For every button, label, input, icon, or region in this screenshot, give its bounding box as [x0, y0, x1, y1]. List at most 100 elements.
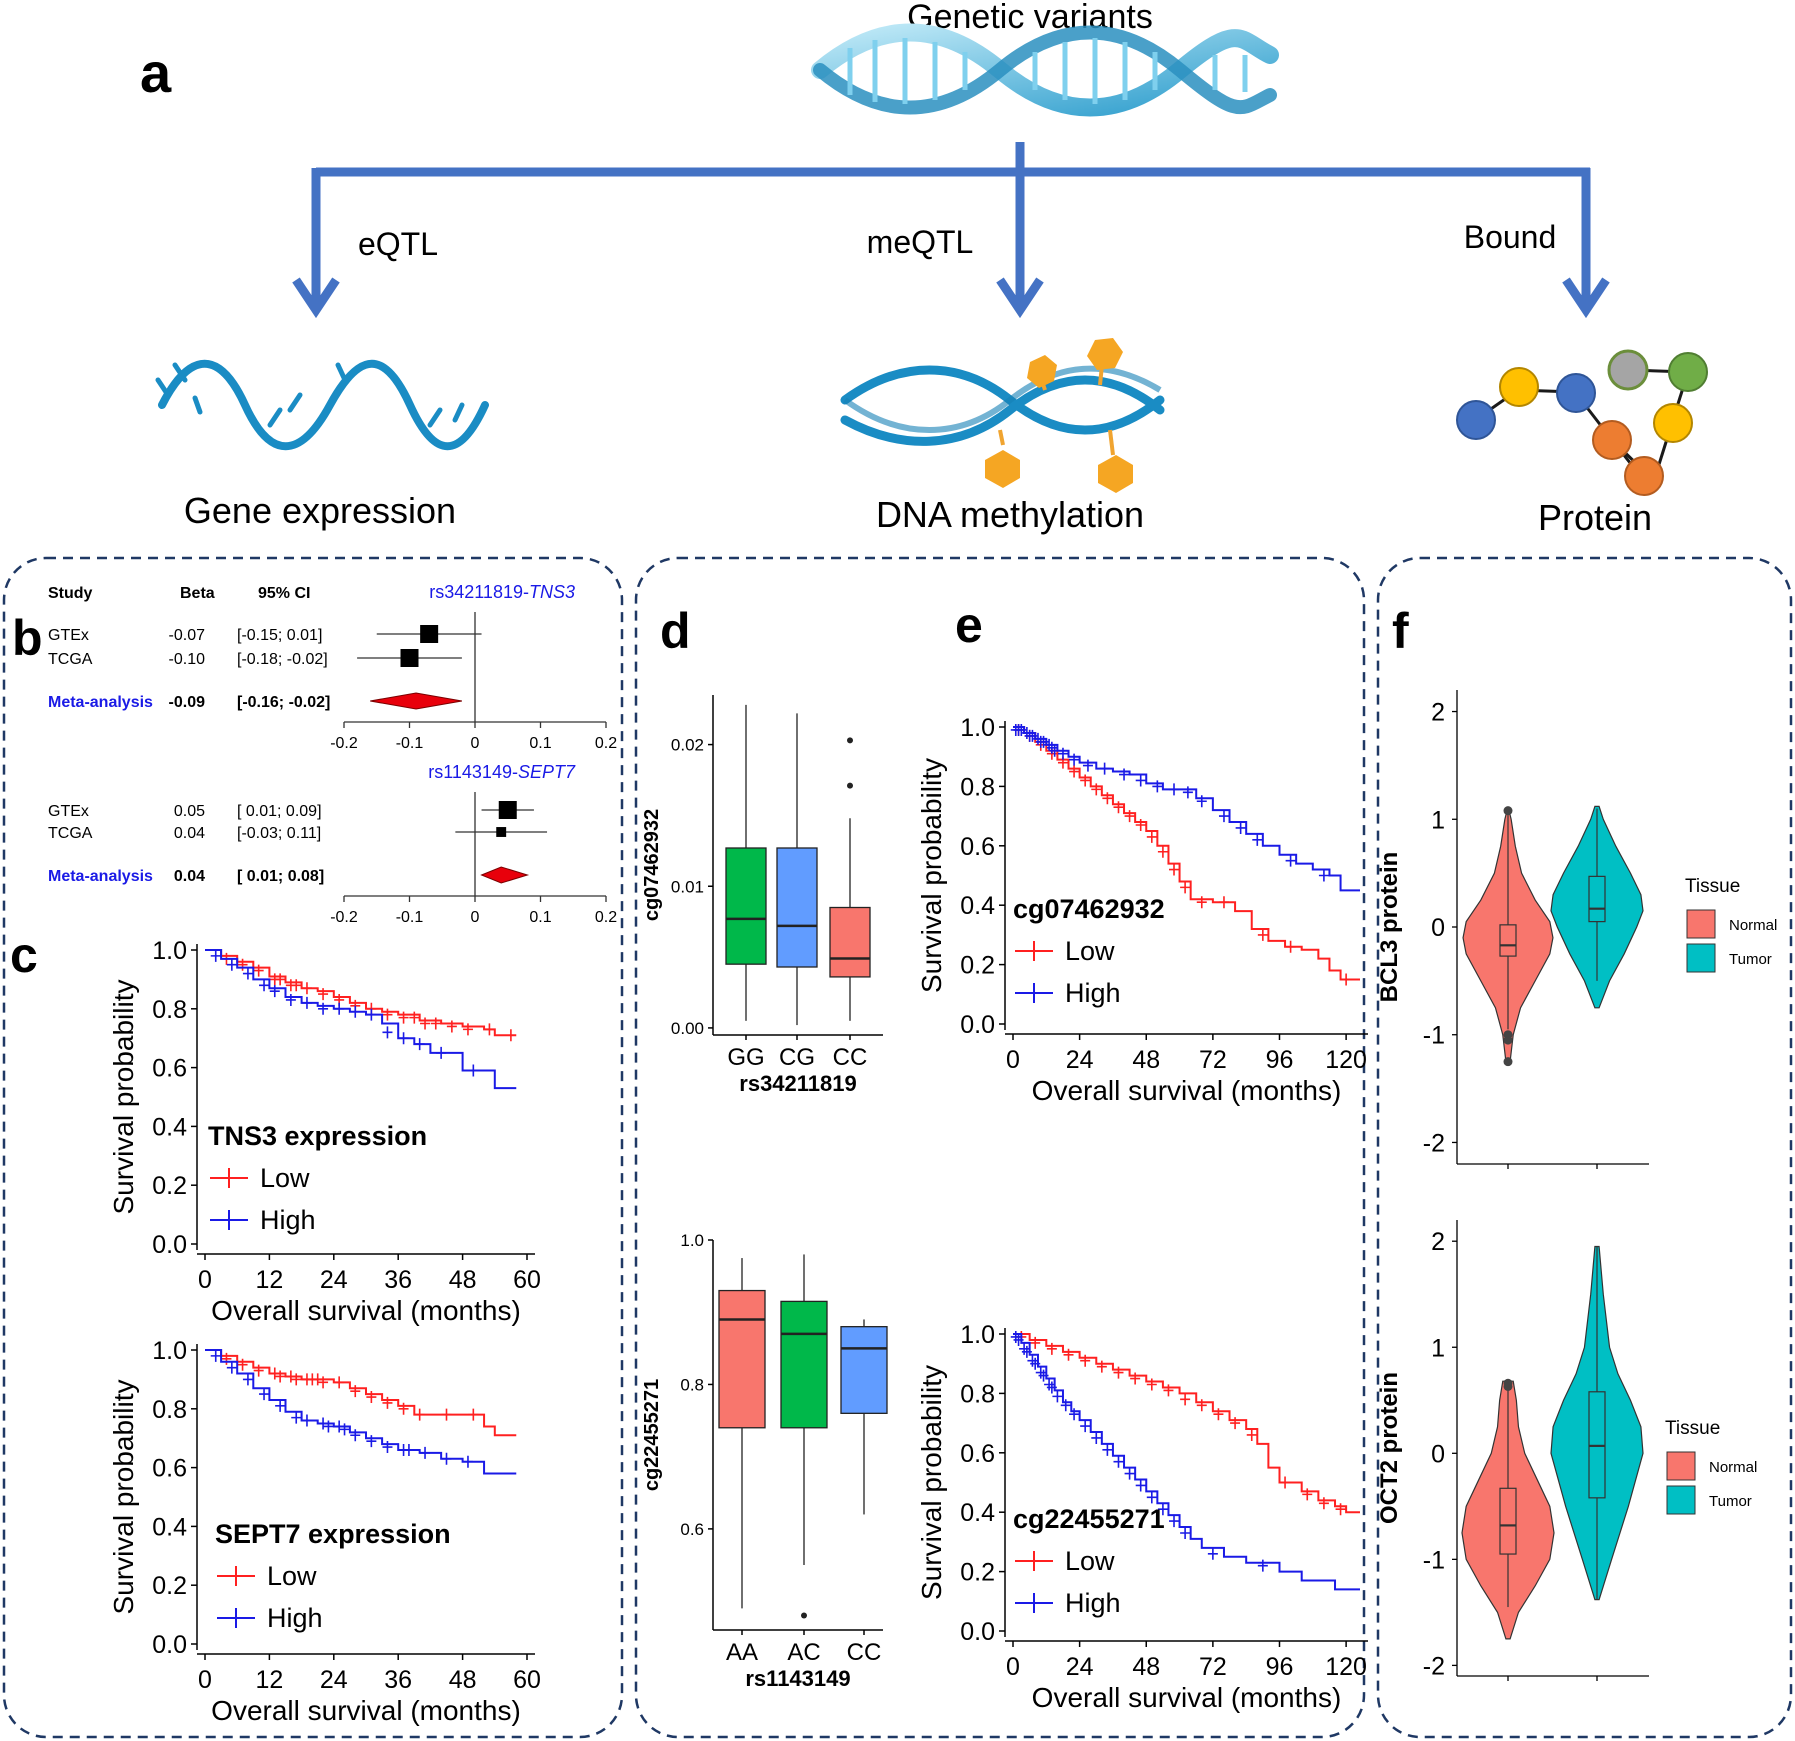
- km-censor-mark: [259, 979, 270, 992]
- km-legend-label-high: High: [260, 1205, 316, 1235]
- violin-box: [1499, 1487, 1517, 1555]
- km-censor-mark: [403, 1443, 414, 1456]
- km-y-tick-label: 0.4: [152, 1513, 187, 1541]
- km-curve-low: [205, 1349, 517, 1437]
- km-y-tick-label: 0.8: [960, 773, 995, 801]
- forest-title-snp: rs34211819-: [429, 582, 529, 602]
- km-censor-mark: [1246, 1428, 1257, 1441]
- km-censor-mark: [275, 973, 286, 986]
- violin-y-label: BCL3 protein: [1376, 852, 1403, 1003]
- km-censor-mark: [210, 949, 221, 962]
- km-y-tick-label: 0.6: [152, 1455, 187, 1483]
- km-censor-mark: [1302, 1488, 1313, 1501]
- km-censor-mark: [398, 1011, 409, 1024]
- violin-legend-label-tumor: Tumor: [1709, 1493, 1752, 1510]
- km-y-tick-label: 0.0: [960, 1618, 995, 1646]
- km-censor-mark: [1218, 810, 1229, 823]
- km-censor-mark: [312, 1373, 323, 1386]
- forest-header-study: Study: [48, 585, 93, 602]
- km-censor-mark: [366, 1435, 377, 1448]
- km-censor-mark: [1169, 783, 1180, 796]
- km-x-tick-label: 24: [320, 1266, 348, 1294]
- violin-plot-bcl3: -2 -1 0 1 2 BCL3 protein Tissue Normal Tumor: [1376, 690, 1777, 1169]
- km-censor-mark: [1130, 1372, 1141, 1385]
- methylated-dna-icon: [840, 338, 1165, 493]
- panel-a: a Genetic variants eQT: [140, 0, 1708, 538]
- km-censor-mark: [291, 979, 302, 992]
- forest-study-ci: [-0.03; 0.11]: [237, 825, 321, 842]
- km-censor-mark: [468, 1408, 479, 1421]
- box-middle: [634, 556, 1366, 1739]
- km-censor-mark: [468, 1064, 479, 1077]
- km-censor-mark: [484, 1023, 495, 1036]
- km-censor-mark: [1080, 774, 1091, 787]
- forest-study-name: GTEx: [48, 627, 89, 644]
- km-censor-mark: [366, 1391, 377, 1404]
- km-censor-mark: [1038, 735, 1049, 748]
- forest-title-gene: TNS3: [529, 582, 575, 602]
- violin-box: [1588, 875, 1606, 923]
- km-x-tick-label: 36: [384, 1266, 412, 1294]
- km-x-label: Overall survival (months): [1032, 1682, 1342, 1713]
- km-censor-mark: [259, 1388, 270, 1401]
- box-y-tick-label: 1.0: [680, 1231, 704, 1250]
- km-censor-mark: [1060, 1399, 1071, 1412]
- forest-header-ci: 95% CI: [258, 585, 310, 602]
- arrow-label-bound: Bound: [1464, 219, 1557, 255]
- forest-x-tick-label: 0.1: [529, 909, 551, 926]
- km-censor-mark: [1318, 1497, 1329, 1510]
- violin-legend-label-tumor: Tumor: [1729, 951, 1772, 968]
- panel-letter-e: e: [955, 597, 983, 653]
- km-censor-mark: [291, 1373, 302, 1386]
- km-censor-mark: [382, 1026, 393, 1039]
- km-y-tick-label: 1.0: [960, 714, 995, 742]
- km-censor-mark: [1102, 792, 1113, 805]
- km-censor-mark: [1052, 1390, 1063, 1403]
- forest-meta-diamond: [480, 866, 530, 884]
- km-x-tick-label: 72: [1199, 1653, 1227, 1681]
- km-y-tick-label: 0.6: [960, 1440, 995, 1468]
- panel-letter-a: a: [140, 41, 172, 104]
- panel-letter-c: c: [10, 927, 38, 983]
- km-y-tick-label: 1.0: [960, 1321, 995, 1349]
- violin-box: [1499, 924, 1517, 957]
- forest-x-tick-label: -0.1: [396, 909, 424, 926]
- km-censor-mark: [1157, 845, 1168, 858]
- km-censor-mark: [1021, 1345, 1032, 1358]
- km-censor-mark: [398, 1402, 409, 1415]
- km-censor-mark: [318, 1376, 329, 1389]
- arrow-label-meqtl: meQTL: [867, 224, 974, 260]
- forest-meta-name: Meta-analysis: [48, 868, 153, 885]
- km-legend-label-low: Low: [267, 1561, 317, 1591]
- km-censor-mark: [436, 1046, 447, 1059]
- km-censor-mark: [1207, 1547, 1218, 1560]
- forest-x-tick-label: 0.1: [529, 735, 551, 752]
- km-censor-mark: [1163, 1384, 1174, 1397]
- km-censor-mark: [1180, 881, 1191, 894]
- violin-outlier: [1503, 806, 1513, 816]
- km-x-label: Overall survival (months): [1032, 1075, 1342, 1106]
- km-censor-mark: [285, 993, 296, 1006]
- protein-network-icon: [1456, 349, 1708, 496]
- km-curve-low: [205, 949, 517, 1037]
- km-y-tick-label: 0.0: [152, 1631, 187, 1659]
- km-y-tick-label: 0.8: [152, 1396, 187, 1424]
- km-censor-mark: [334, 1420, 345, 1433]
- box-cc: [840, 1326, 888, 1414]
- box-cc: [829, 906, 871, 978]
- km-x-tick-label: 24: [1066, 1046, 1094, 1074]
- tree-arrows: [292, 142, 1610, 319]
- km-y-tick-label: 0.2: [152, 1572, 187, 1600]
- violin-legend-swatch: [1666, 1451, 1696, 1481]
- km-x-tick-label: 120: [1325, 1046, 1367, 1074]
- km-y-tick-label: 0.8: [960, 1380, 995, 1408]
- km-censor-mark: [1335, 1503, 1346, 1516]
- km-x-tick-label: 120: [1325, 1653, 1367, 1681]
- km-censor-mark: [1257, 1559, 1268, 1572]
- km-y-tick-label: 0.6: [152, 1055, 187, 1083]
- km-curve-high: [205, 949, 517, 1090]
- forest-x-tick-label: -0.1: [396, 735, 424, 752]
- forest-x-tick-label: 0.2: [595, 909, 617, 926]
